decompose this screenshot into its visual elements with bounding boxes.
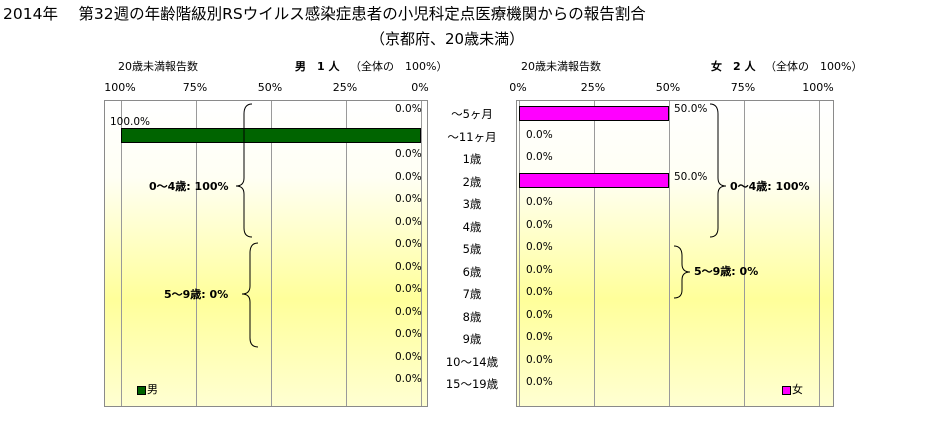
age-label: 1歳 [462, 152, 482, 167]
male-value-label: 0.0% [395, 260, 422, 273]
age-label: ～5ヶ月 [451, 107, 493, 122]
male-value-label: 0.0% [395, 215, 422, 228]
male-tick-label: 50% [257, 81, 283, 94]
male-group-label-0-4: 0～4歳: 100% [149, 180, 229, 193]
male-value-label: 0.0% [395, 148, 422, 161]
male-value-label: 0.0% [395, 305, 422, 318]
chart-title: 2014年 第32週の年齢階級別RSウイルス感染症患者の小児科定点医療機関からの… [3, 5, 646, 23]
female-value-label: 0.0% [526, 286, 553, 299]
age-label: 8歳 [462, 309, 482, 324]
female-tick-label: 0% [509, 81, 527, 94]
female-value-label: 0.0% [526, 376, 553, 389]
female-brace-5-9 [673, 245, 691, 299]
female-total-note: （全体の 100%） [765, 60, 863, 73]
female-brace-0-4 [709, 103, 727, 238]
age-label: 6歳 [462, 264, 482, 279]
male-value-label: 0.0% [395, 328, 422, 341]
female-gridline [669, 101, 670, 406]
female-tick-label: 100% [802, 81, 834, 94]
female-group-label-5-9: 5～9歳: 0% [694, 265, 759, 278]
male-brace-0-4 [235, 103, 253, 238]
male-gridline [346, 101, 347, 406]
male-report-label: 20歳未満報告数 [118, 60, 198, 73]
male-gridline [421, 101, 422, 406]
female-chart-panel [516, 100, 834, 407]
female-value-label: 0.0% [526, 263, 553, 276]
male-value-label: 0.0% [395, 283, 422, 296]
age-label: 2歳 [462, 174, 482, 189]
female-report-label: 20歳未満報告数 [521, 60, 601, 73]
male-gridline [121, 101, 122, 406]
age-label: ～11ヶ月 [447, 129, 497, 144]
female-value-label: 50.0% [674, 103, 708, 116]
female-total-label: 女 2 人 [711, 60, 756, 73]
male-value-label: 0.0% [395, 103, 422, 116]
male-tick-label: 25% [332, 81, 358, 94]
female-value-label: 0.0% [526, 353, 553, 366]
female-value-label: 0.0% [526, 151, 553, 164]
female-value-label: 0.0% [526, 196, 553, 209]
female-tick-label: 25% [580, 81, 606, 94]
female-group-label-0-4: 0～4歳: 100% [730, 180, 810, 193]
age-label: 9歳 [462, 332, 482, 347]
female-value-label: 0.0% [526, 218, 553, 231]
female-legend-label: 女 [792, 383, 803, 396]
male-legend-label: 男 [147, 383, 158, 396]
age-label: 7歳 [462, 287, 482, 302]
male-value-label: 0.0% [395, 373, 422, 386]
female-gridline [594, 101, 595, 406]
male-group-label-5-9: 5～9歳: 0% [164, 288, 229, 301]
male-total-note: （全体の 100%） [350, 60, 448, 73]
female-gridline [744, 101, 745, 406]
age-label: 5歳 [462, 242, 482, 257]
age-label: 10～14歳 [445, 354, 499, 369]
female-bar [519, 173, 669, 189]
male-bar [121, 128, 421, 144]
female-value-label: 50.0% [674, 170, 708, 183]
male-tick-label: 100% [104, 81, 136, 94]
female-value-label: 0.0% [526, 241, 553, 254]
female-gridline [519, 101, 520, 406]
male-value-label: 0.0% [395, 238, 422, 251]
male-value-label: 0.0% [395, 193, 422, 206]
male-value-label: 100.0% [110, 115, 151, 128]
female-value-label: 0.0% [526, 331, 553, 344]
male-legend-swatch [137, 386, 146, 395]
male-gridline [271, 101, 272, 406]
age-label: 15～19歳 [445, 377, 499, 392]
male-tick-label: 75% [182, 81, 208, 94]
male-value-label: 0.0% [395, 170, 422, 183]
male-value-label: 0.0% [395, 350, 422, 363]
female-tick-label: 75% [730, 81, 756, 94]
male-chart-panel [104, 100, 428, 407]
female-legend-swatch [782, 386, 791, 395]
male-gridline [196, 101, 197, 406]
male-tick-label: 0% [411, 81, 429, 94]
age-label: 4歳 [462, 219, 482, 234]
male-brace-5-9 [241, 242, 259, 348]
female-value-label: 0.0% [526, 128, 553, 141]
age-label: 3歳 [462, 197, 482, 212]
female-value-label: 0.0% [526, 308, 553, 321]
female-tick-label: 50% [655, 81, 681, 94]
female-bar [519, 105, 669, 121]
male-total-label: 男 1 人 [295, 60, 340, 73]
female-gridline [819, 101, 820, 406]
chart-subtitle: （京都府、20歳未満） [370, 30, 525, 48]
